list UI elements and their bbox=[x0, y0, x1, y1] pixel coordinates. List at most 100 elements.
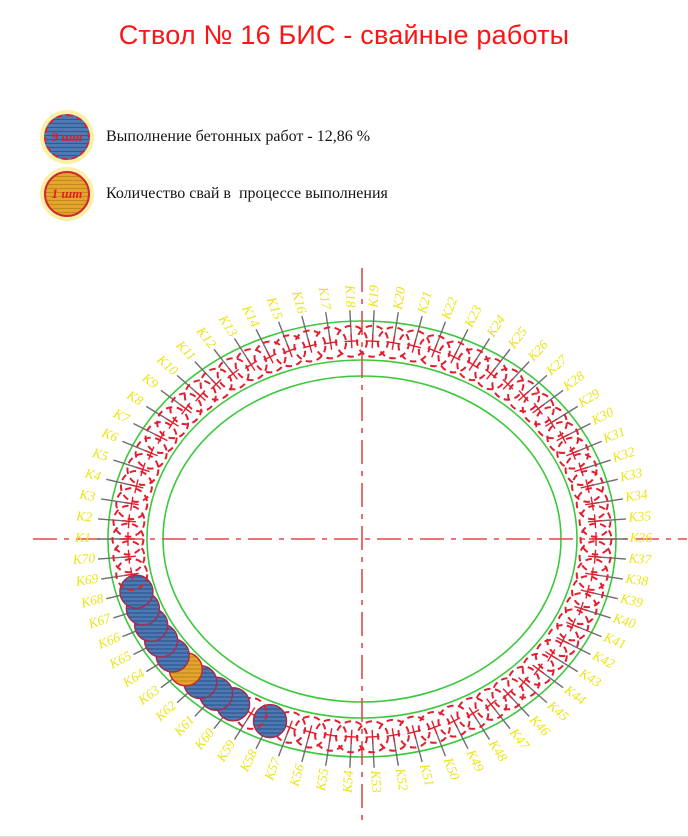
page-title: Ствол № 16 БИС - свайные работы bbox=[118, 20, 570, 50]
pile-label-K36: K36 bbox=[629, 530, 653, 545]
pile-K3 bbox=[115, 487, 149, 521]
piles bbox=[111, 324, 613, 754]
pile-cross-K37 bbox=[593, 549, 597, 564]
pile-label-K59: K59 bbox=[213, 737, 238, 765]
pile-K14 bbox=[253, 340, 287, 374]
legend-count-completed: 9 шт bbox=[51, 129, 83, 144]
pile-cross-K40 bbox=[578, 601, 584, 616]
pile-cross-K32 bbox=[578, 462, 584, 477]
pile-cross-K44 bbox=[533, 663, 543, 676]
pile-label-K4: K4 bbox=[83, 465, 103, 483]
pile-label-K49: K49 bbox=[463, 746, 487, 774]
pile-label-K61: K61 bbox=[170, 712, 197, 739]
pile-cross-K39 bbox=[585, 584, 590, 599]
pile-cross-K30 bbox=[559, 430, 567, 445]
pile-K25 bbox=[474, 357, 508, 391]
pile-K22 bbox=[417, 334, 451, 368]
pile-label-K22: K22 bbox=[438, 295, 461, 323]
pile-label-K25: K25 bbox=[504, 324, 530, 352]
pile-label-K53: K53 bbox=[368, 769, 384, 794]
legend-swatch-in-progress-icon: 1 шт bbox=[44, 171, 90, 217]
pile-K52 bbox=[376, 718, 410, 752]
pile-cross-K10 bbox=[195, 390, 206, 402]
pile-label-K3: K3 bbox=[78, 487, 97, 504]
pile-label-K6: K6 bbox=[99, 425, 120, 445]
pile-label-K66: K66 bbox=[95, 629, 123, 652]
pile-K13 bbox=[234, 348, 268, 382]
pile-K56 bbox=[293, 715, 327, 749]
pile-label-K70: K70 bbox=[71, 550, 96, 567]
pile-cross-K33 bbox=[585, 479, 590, 494]
legend-row-in-progress: 1 шт Количество свай в процессе выполнен… bbox=[44, 171, 388, 217]
legend-swatch-completed-icon: 9 шт bbox=[44, 114, 90, 160]
pile-label-K28: K28 bbox=[559, 368, 587, 394]
pile-label-K43: K43 bbox=[576, 665, 604, 690]
pile-K68-completed bbox=[119, 574, 154, 609]
pile-cross-K5 bbox=[140, 462, 146, 477]
pile-cross-K3 bbox=[130, 496, 134, 511]
pile-cross-K42 bbox=[559, 633, 567, 648]
pile-label-K37: K37 bbox=[627, 550, 653, 567]
pile-label-K41: K41 bbox=[601, 629, 628, 652]
pile-K35 bbox=[578, 504, 612, 538]
pile-cross-K23 bbox=[447, 353, 461, 361]
pile-label-K46: K46 bbox=[526, 712, 553, 740]
pile-K30 bbox=[546, 420, 580, 454]
pile-K21 bbox=[397, 329, 431, 363]
pile-label-K69: K69 bbox=[74, 571, 100, 589]
pile-K4 bbox=[119, 469, 153, 503]
pile-label-K39: K39 bbox=[618, 590, 645, 610]
pile-label-K54: K54 bbox=[340, 770, 356, 795]
pile-label-K24: K24 bbox=[483, 312, 508, 340]
pile-label-K12: K12 bbox=[193, 323, 219, 351]
pile-label-K64: K64 bbox=[119, 665, 147, 690]
pile-K5 bbox=[126, 452, 160, 486]
pile-K49 bbox=[437, 704, 471, 738]
pile-cross-K12 bbox=[227, 368, 240, 379]
pile-label-K63: K63 bbox=[134, 682, 162, 708]
pile-K34 bbox=[575, 487, 609, 521]
legend-row-completed: 9 шт Выполнение бетонных работ - 12,86 % bbox=[44, 114, 388, 160]
pile-cross-K20 bbox=[386, 340, 401, 345]
pile-label-K55: K55 bbox=[313, 767, 332, 793]
pile-cross-K4 bbox=[134, 479, 139, 494]
pile-K43 bbox=[534, 638, 568, 672]
pile-label-K11: K11 bbox=[173, 337, 199, 364]
pile-label-K48: K48 bbox=[485, 736, 510, 764]
legend-text-completed: Выполнение бетонных работ - 12,86 % bbox=[106, 128, 371, 145]
pile-label-K23: K23 bbox=[461, 303, 485, 331]
pile-K47 bbox=[474, 687, 508, 721]
pile-label-K27: K27 bbox=[542, 351, 570, 379]
pile-K6 bbox=[134, 436, 168, 470]
pile-cross-K11 bbox=[210, 378, 222, 390]
pile-K1 bbox=[111, 522, 145, 556]
pile-K28 bbox=[521, 392, 555, 426]
pile-label-K16: K16 bbox=[289, 288, 310, 315]
pile-label-K62: K62 bbox=[152, 698, 180, 725]
pile-label-K13: K13 bbox=[215, 312, 240, 340]
pile-K37 bbox=[578, 540, 612, 574]
pile-label-K57: K57 bbox=[261, 754, 284, 782]
pile-label-K56: K56 bbox=[286, 762, 307, 789]
pile-label-K65: K65 bbox=[106, 648, 134, 672]
legend-count-in-progress: 1 шт bbox=[51, 186, 83, 201]
pile-K11 bbox=[199, 367, 233, 401]
pile-K8 bbox=[156, 406, 190, 440]
pile-label-K38: K38 bbox=[624, 571, 650, 589]
pile-label-K32: K32 bbox=[610, 444, 637, 465]
centerlines bbox=[33, 268, 687, 823]
pile-cross-K13 bbox=[244, 360, 258, 369]
pile-K50 bbox=[417, 710, 451, 744]
pile-K19 bbox=[355, 324, 389, 358]
pile-label-K17: K17 bbox=[316, 285, 335, 312]
pile-label-K14: K14 bbox=[239, 302, 263, 330]
pile-cross-K43 bbox=[547, 649, 556, 662]
pile-label-K30: K30 bbox=[588, 404, 616, 428]
pile-K58-completed bbox=[252, 703, 288, 739]
pile-label-K44: K44 bbox=[561, 682, 589, 708]
pile-K9 bbox=[169, 392, 203, 426]
pile-K40 bbox=[564, 592, 598, 626]
pile-label-K68: K68 bbox=[79, 591, 106, 611]
pile-K20 bbox=[376, 326, 410, 360]
